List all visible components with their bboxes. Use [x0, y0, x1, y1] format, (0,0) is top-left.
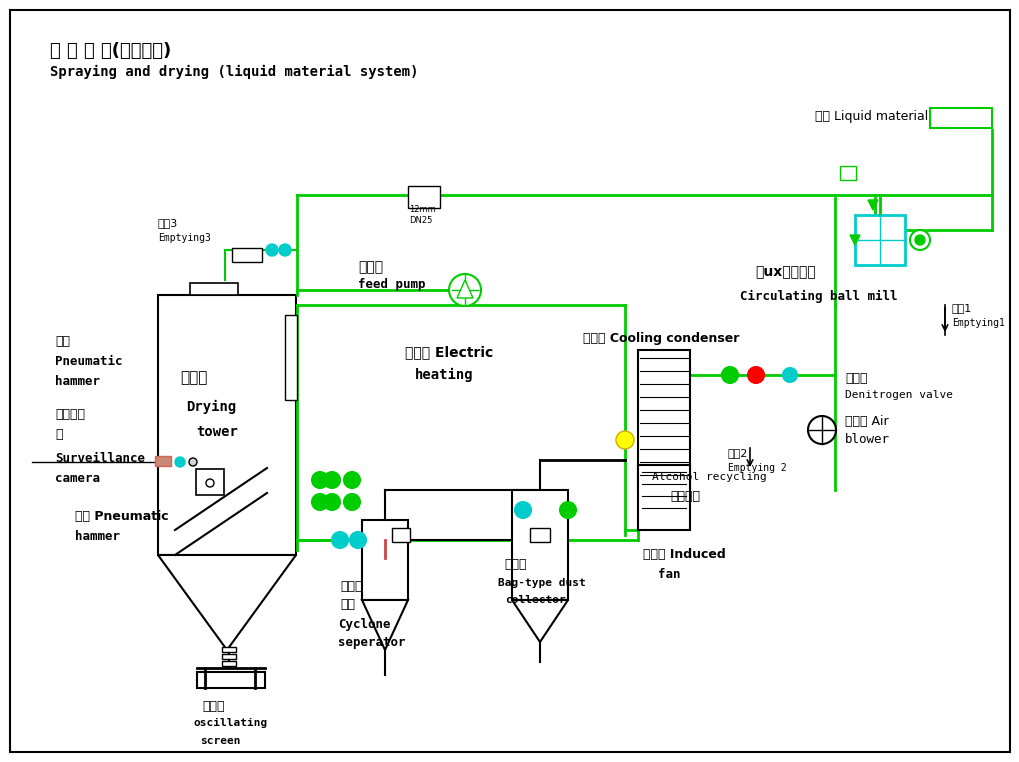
Polygon shape [867, 200, 877, 210]
Text: 循ux环球磨机: 循ux环球磨机 [754, 265, 815, 279]
Polygon shape [849, 235, 859, 245]
Text: 除尘器: 除尘器 [503, 558, 526, 571]
Text: Drying: Drying [185, 400, 236, 415]
Text: 排空2: 排空2 [728, 448, 748, 458]
Text: tower: tower [196, 425, 237, 439]
Bar [854, 215, 904, 265]
Bar [637, 465, 689, 530]
Polygon shape [362, 600, 408, 650]
Text: 旋风分: 旋风分 [339, 580, 362, 593]
Text: 冷凝器 Cooling condenser: 冷凝器 Cooling condenser [583, 332, 739, 345]
Circle shape [189, 458, 197, 466]
Circle shape [747, 367, 763, 383]
Text: 振动筛: 振动筛 [202, 700, 224, 713]
Circle shape [909, 230, 929, 250]
Text: 送料泵: 送料泵 [358, 260, 383, 274]
Bar [637, 350, 689, 490]
Circle shape [312, 494, 328, 510]
Text: 干燥塔: 干燥塔 [179, 370, 207, 385]
Text: camera: camera [55, 472, 100, 485]
Circle shape [559, 502, 576, 518]
Circle shape [350, 532, 366, 548]
Text: hammer: hammer [55, 375, 100, 388]
Text: 排空1: 排空1 [951, 303, 971, 313]
Text: Cyclone: Cyclone [337, 618, 390, 631]
Circle shape [279, 244, 290, 256]
Polygon shape [158, 555, 296, 650]
Text: collector: collector [504, 595, 566, 605]
Circle shape [783, 368, 796, 382]
Bar [284, 315, 297, 400]
Circle shape [266, 244, 278, 256]
Text: 电加热 Electric: 电加热 Electric [405, 345, 493, 359]
Bar [222, 647, 235, 652]
Circle shape [324, 494, 339, 510]
Text: DN25: DN25 [409, 216, 432, 225]
Circle shape [343, 494, 360, 510]
Bar [840, 166, 855, 180]
Circle shape [448, 274, 481, 306]
Text: Surveillance: Surveillance [55, 452, 145, 465]
Text: 离器: 离器 [339, 598, 355, 611]
Bar [362, 520, 408, 600]
Text: heating: heating [415, 368, 473, 383]
Bar [530, 528, 549, 542]
Bar [929, 108, 991, 128]
Bar [222, 661, 235, 666]
Bar [222, 654, 235, 659]
Text: Bag-type dust: Bag-type dust [497, 578, 585, 588]
Text: feed pump: feed pump [358, 278, 425, 291]
Circle shape [914, 235, 924, 245]
Text: oscillating: oscillating [194, 718, 268, 728]
Text: 引风机 Induced: 引风机 Induced [642, 548, 726, 561]
Text: Emptying1: Emptying1 [951, 318, 1004, 328]
Text: 喷 雾 干 燥(料液系统): 喷 雾 干 燥(料液系统) [50, 42, 171, 60]
Text: Emptying3: Emptying3 [158, 233, 211, 243]
Text: fan: fan [657, 568, 680, 581]
Bar [158, 295, 296, 555]
Text: Circulating ball mill: Circulating ball mill [739, 290, 897, 303]
Circle shape [312, 472, 328, 488]
Circle shape [721, 367, 738, 383]
Text: hammer: hammer [75, 530, 120, 543]
Text: blower: blower [844, 433, 890, 446]
Bar [155, 456, 171, 466]
Text: 头: 头 [55, 428, 62, 441]
Polygon shape [457, 280, 473, 298]
Bar [190, 283, 237, 295]
Text: Alcohol recycling: Alcohol recycling [651, 472, 766, 482]
Text: 料液 Liquid material: 料液 Liquid material [814, 110, 927, 123]
Text: screen: screen [200, 736, 240, 746]
Circle shape [324, 472, 339, 488]
Text: Denitrogen valve: Denitrogen valve [844, 390, 952, 400]
Circle shape [206, 479, 214, 487]
Text: 排空3: 排空3 [158, 218, 178, 228]
Text: 气锤: 气锤 [55, 335, 70, 348]
Bar [408, 186, 439, 208]
Circle shape [515, 502, 531, 518]
Text: 12mm: 12mm [409, 205, 435, 214]
Polygon shape [512, 600, 568, 642]
Circle shape [343, 472, 360, 488]
Bar [512, 490, 568, 600]
Circle shape [615, 431, 634, 449]
Text: seperator: seperator [337, 636, 406, 649]
Bar [197, 672, 265, 688]
Bar [231, 248, 262, 262]
Text: 监控摄像: 监控摄像 [55, 408, 85, 421]
Circle shape [331, 532, 347, 548]
Text: Pneumatic: Pneumatic [55, 355, 122, 368]
Circle shape [807, 416, 836, 444]
Bar [391, 528, 410, 542]
Text: 鼓风机 Air: 鼓风机 Air [844, 415, 888, 428]
Text: 气锤 Pneumatic: 气锤 Pneumatic [75, 510, 168, 523]
Text: 排氮阀: 排氮阀 [844, 372, 866, 385]
Circle shape [175, 457, 184, 467]
Text: Emptying 2: Emptying 2 [728, 463, 786, 473]
Bar [196, 469, 224, 495]
Text: Spraying and drying (liquid material system): Spraying and drying (liquid material sys… [50, 65, 418, 79]
Text: 酒精回收: 酒精回收 [669, 490, 699, 503]
